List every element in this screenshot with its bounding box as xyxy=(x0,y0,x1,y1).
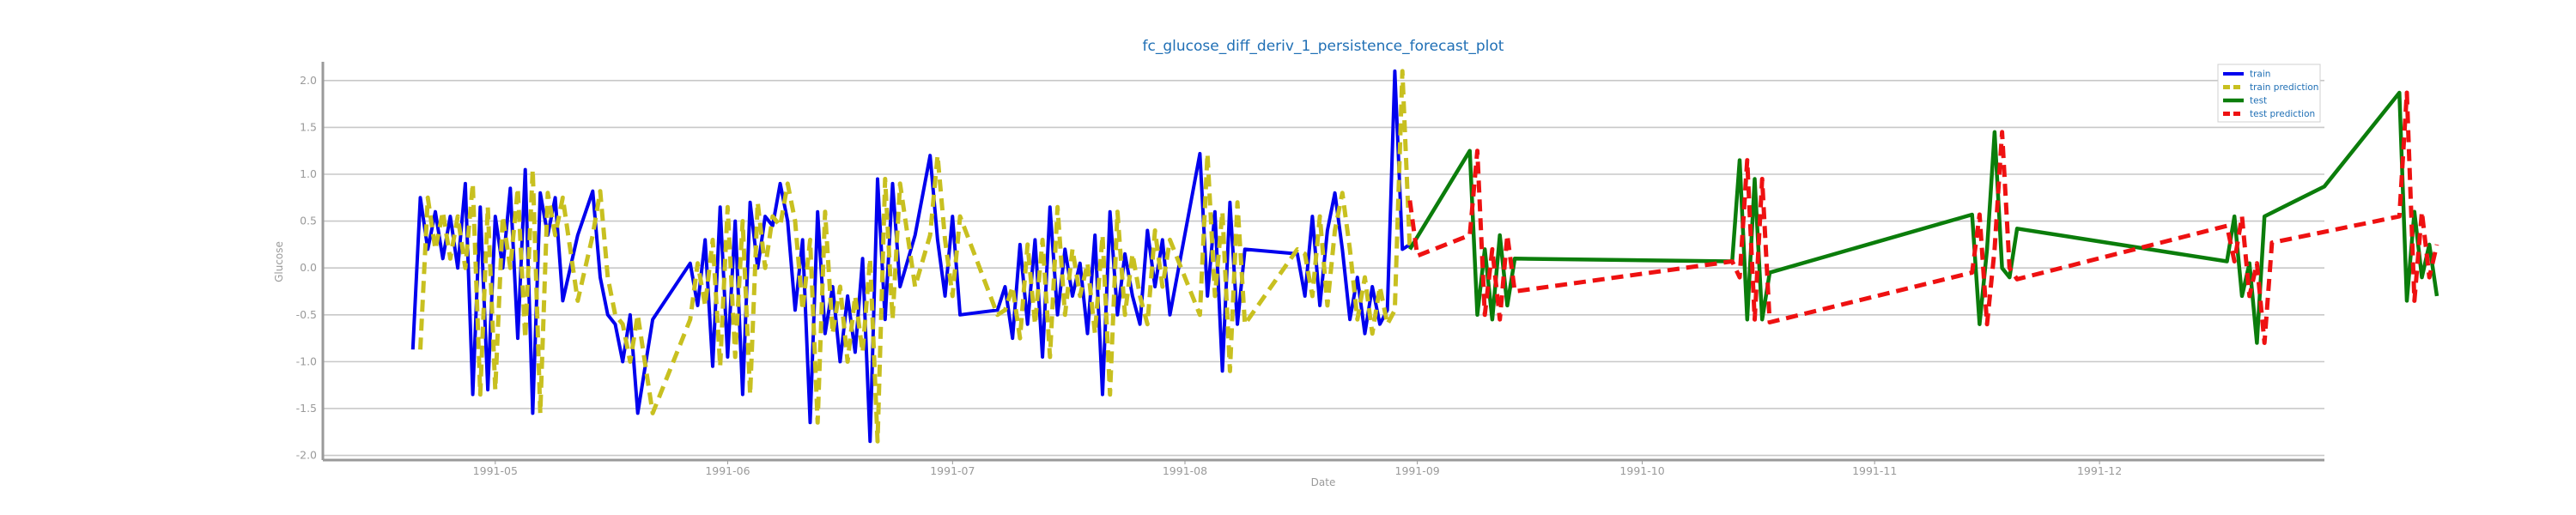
x-tick-label: 1991-08 xyxy=(1163,464,1207,477)
y-tick-label: -1.0 xyxy=(296,354,317,367)
legend-label: test xyxy=(2250,96,2267,106)
legend-label: train xyxy=(2250,70,2270,80)
axes-layer xyxy=(321,62,2324,462)
x-tick-label: 1991-12 xyxy=(2077,464,2122,477)
series-line-train-prediction xyxy=(418,69,1413,444)
x-tick-labels: 1991-05 1991-06 1991-07 1991-08 1991-09 1991-… xyxy=(473,460,2122,477)
y-tick-label: 2.0 xyxy=(300,74,317,87)
x-tick-label: 1991-07 xyxy=(930,464,975,477)
x-tick-label: 1991-05 xyxy=(473,464,518,477)
y-axis-label: Glucose xyxy=(273,241,285,282)
series-layer xyxy=(410,69,2439,444)
x-tick-label: 1991-09 xyxy=(1395,464,1440,477)
y-tick-label: 1.0 xyxy=(300,167,317,180)
legend: train train prediction test test prediction xyxy=(2217,64,2321,123)
legend-label: train prediction xyxy=(2250,82,2318,93)
x-tick-label: 1991-11 xyxy=(1852,464,1897,477)
x-tick-label: 1991-10 xyxy=(1619,464,1664,477)
y-tick-labels: 2.0 1.5 1.0 0.5 0.0 -0.5 -1.0 -1.5 -2.0 xyxy=(296,74,317,462)
y-tick-label: 0.5 xyxy=(300,215,317,227)
y-tick-label: -2.0 xyxy=(296,449,317,462)
y-tick-label: -1.5 xyxy=(296,402,317,415)
series-line-test-prediction xyxy=(1407,90,2439,345)
x-tick-label: 1991-06 xyxy=(705,464,750,477)
legend-label: test prediction xyxy=(2250,109,2315,119)
series-line-test xyxy=(1407,90,2439,345)
x-axis-label: Date xyxy=(1311,476,1336,488)
y-tick-label: 1.5 xyxy=(300,120,317,133)
y-tick-label: -0.5 xyxy=(296,308,317,321)
chart-title: fc_glucose_diff_deriv_1_persistence_fore… xyxy=(1143,38,1504,55)
y-tick-label: 0.0 xyxy=(300,261,317,274)
